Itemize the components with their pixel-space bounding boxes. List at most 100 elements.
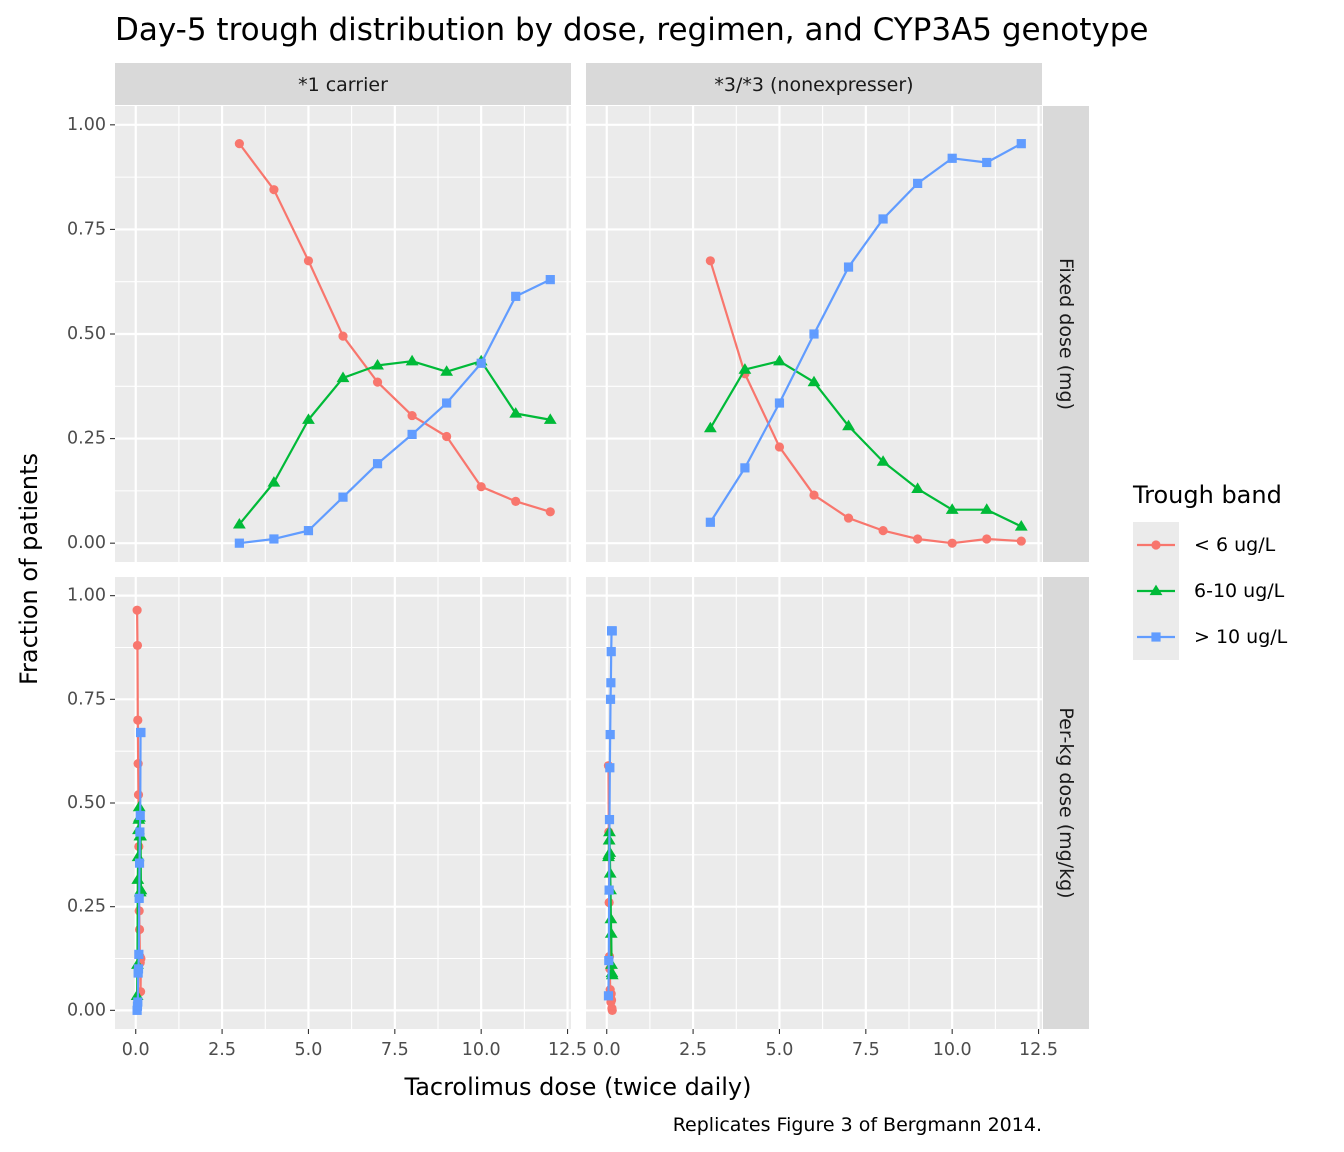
- data-point-band-1: [134, 883, 148, 895]
- series-line-band-0: [238, 142, 551, 513]
- data-point-band-2: [878, 214, 888, 224]
- caption: Replicates Figure 3 of Bergmann 2014.: [673, 1114, 1042, 1136]
- legend-title: Trough band: [1132, 481, 1282, 509]
- data-point-band-2: [134, 949, 144, 959]
- data-point-band-1: [738, 363, 752, 374]
- data-point-band-0: [442, 431, 452, 442]
- x-tick-label: 5.0: [295, 1040, 323, 1060]
- y-tick-label: 0.00: [67, 533, 106, 553]
- data-point-band-2: [135, 827, 145, 837]
- y-tick-label: 0.50: [67, 324, 106, 344]
- data-point-band-2: [303, 526, 314, 536]
- data-point-band-1: [232, 517, 246, 529]
- y-tick-label: 0.75: [67, 689, 106, 709]
- data-point-band-0: [705, 256, 715, 266]
- data-point-band-2: [605, 729, 615, 740]
- data-point-band-0: [947, 538, 957, 548]
- data-point-band-2: [442, 398, 452, 408]
- data-point-band-2: [234, 538, 244, 548]
- data-point-band-2: [605, 763, 615, 773]
- legend: Trough band < 6 ug/L 6-10 ug/L > 10 ug/L: [1132, 481, 1288, 660]
- chart-title: Day-5 trough distribution by dose, regim…: [115, 12, 1149, 48]
- row-strip-label: Fixed dose (mg): [1055, 258, 1077, 410]
- data-point-band-2: [705, 517, 715, 527]
- data-point-band-1: [842, 419, 855, 431]
- data-point-band-2: [604, 955, 614, 966]
- data-point-band-2: [605, 694, 616, 704]
- data-point-band-2: [511, 291, 521, 301]
- column-strip: [586, 63, 1042, 105]
- data-point-band-1: [509, 407, 523, 418]
- x-tick-label: 2.5: [208, 1040, 236, 1060]
- data-point-band-2: [774, 398, 785, 408]
- data-point-band-2: [913, 178, 923, 188]
- panel-r1-c0: [115, 577, 571, 1029]
- data-point-band-2: [603, 991, 614, 1001]
- data-point-band-0: [407, 410, 417, 421]
- legend-entry-label: < 6 ug/L: [1194, 534, 1276, 556]
- data-point-band-0: [607, 1005, 617, 1015]
- row-strip: [1043, 106, 1089, 562]
- data-point-band-0: [234, 139, 244, 149]
- data-point-band-0: [303, 256, 314, 266]
- data-point-band-0: [511, 496, 521, 506]
- x-tick-label: 10.0: [933, 1040, 972, 1060]
- data-point-band-0: [913, 534, 923, 544]
- data-point-band-2: [607, 626, 617, 636]
- data-point-band-1: [543, 413, 557, 424]
- y-axis-title: Fraction of patients: [15, 453, 43, 685]
- data-point-band-2: [606, 647, 616, 657]
- series-line-band-2: [239, 278, 551, 545]
- legend-entry-label: 6-10 ug/L: [1194, 580, 1285, 602]
- data-point-band-2: [134, 893, 144, 903]
- panel-r0-c0: [115, 106, 571, 562]
- data-point-band-2: [843, 262, 854, 272]
- data-point-band-1: [703, 421, 717, 433]
- data-point-band-0: [1016, 536, 1026, 546]
- data-point-band-1: [604, 912, 618, 924]
- data-point-band-1: [336, 371, 350, 383]
- x-tick-label: 5.0: [766, 1040, 794, 1060]
- panel-r1-c1: [586, 577, 1042, 1029]
- data-point-band-2: [407, 429, 417, 440]
- data-point-band-0: [774, 442, 785, 452]
- series-line-band-1: [238, 360, 551, 526]
- data-point-band-0: [132, 605, 142, 615]
- data-point-band-0: [269, 185, 279, 195]
- data-point-band-1: [945, 503, 959, 514]
- data-point-band-1: [807, 375, 821, 387]
- x-tick-label: 0.0: [122, 1040, 150, 1060]
- data-point-band-1: [773, 354, 786, 366]
- data-point-band-1: [1014, 520, 1028, 531]
- data-point-band-0: [982, 534, 992, 544]
- y-tick-label: 0.25: [67, 897, 106, 917]
- data-point-band-1: [131, 873, 145, 884]
- y-tick-label: 0.00: [67, 1000, 106, 1020]
- row-strip-label: Per-kg dose (mg/kg): [1055, 707, 1077, 898]
- x-tick-label: 0.0: [593, 1040, 621, 1060]
- data-point-band-1: [131, 850, 145, 862]
- data-point-band-0: [133, 790, 144, 800]
- data-point-band-2: [133, 997, 143, 1007]
- x-tick-label: 2.5: [679, 1040, 707, 1060]
- row-strip: [1043, 577, 1089, 1029]
- data-point-band-2: [1016, 139, 1026, 149]
- data-point-band-1: [980, 503, 994, 514]
- data-point-band-2: [338, 492, 348, 502]
- data-point-band-2: [269, 534, 279, 544]
- panel-r0-c1: [586, 106, 1042, 562]
- data-point-band-2: [476, 358, 486, 368]
- data-point-band-2: [372, 459, 383, 469]
- data-point-band-0: [809, 490, 819, 500]
- data-point-band-1: [440, 365, 454, 376]
- column-strip-label: *1 carrier: [298, 74, 388, 96]
- x-tick-label: 10.0: [462, 1040, 501, 1060]
- column-strip-label: *3/*3 (nonexpresser): [714, 74, 913, 96]
- data-point-band-0: [878, 526, 888, 536]
- data-point-band-1: [371, 358, 384, 370]
- y-tick-label: 1.00: [67, 586, 106, 606]
- series-line-band-2: [709, 142, 1022, 523]
- data-point-band-2: [136, 727, 146, 738]
- data-point-band-0: [338, 331, 348, 341]
